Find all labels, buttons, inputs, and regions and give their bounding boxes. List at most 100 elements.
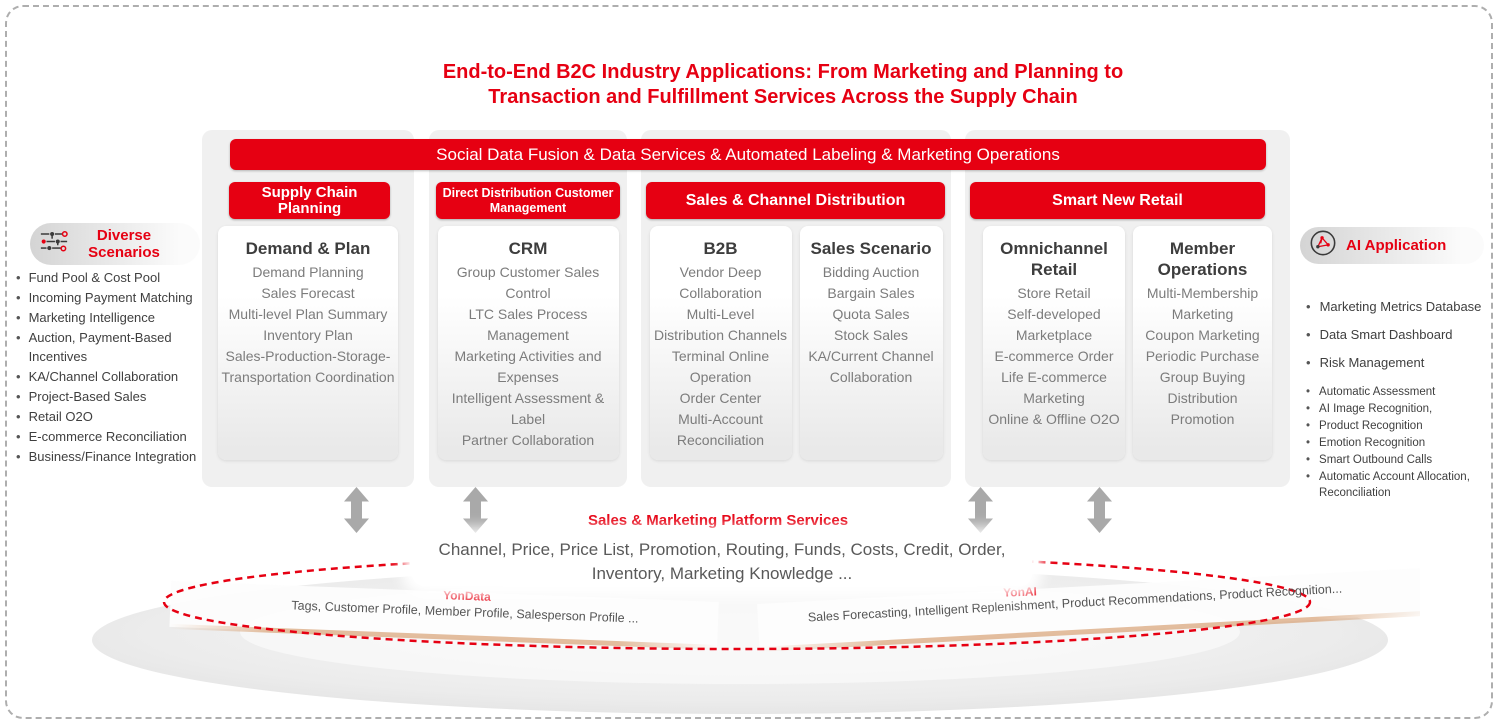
card-item: Coupon Marketing [1145,327,1260,343]
column-header-direct-distribution: Direct Distribution Customer Management [436,182,620,219]
scenario-item: • Fund Pool & Cost Pool [16,268,206,287]
double-vertical-arrow [1087,487,1112,533]
card-b2b: B2B Vendor Deep Collaboration Multi-Level… [649,226,792,460]
card-item-list: Multi-Membership Marketing Coupon Marketi… [1136,283,1269,430]
bullet-icon: • [1306,420,1311,432]
list-item-text: Smart Outbound Calls [1319,454,1433,466]
yondata-ribbon [169,580,719,650]
column-header-smart-new-retail: Smart New Retail [970,182,1265,219]
card-item: Vendor Deep Collaboration [679,264,762,301]
cards-row: B2B Vendor Deep Collaboration Multi-Level… [641,226,951,460]
cards-row: Demand & Plan Demand Planning Sales Forec… [202,226,414,460]
card-item: Bidding Auction [822,264,920,280]
circuit-network-icon [39,228,69,260]
ai-application-pill: AI Application [1300,227,1484,264]
platform-services-description: Channel, Price, Price List, Promotion, R… [412,538,1032,586]
ai-item: • Automatic Account Allocation, Reconcili… [1306,469,1492,501]
list-item-text: Incoming Payment Matching [28,290,193,305]
scenario-item: • Business/Finance Integration [16,447,206,466]
ai-item: • Risk Management [1306,353,1492,372]
bullet-icon: • [1306,327,1311,342]
card-item-list: Demand Planning Sales Forecast Multi-level… [221,262,395,388]
top-banner: Social Data Fusion & Data Services & Aut… [230,139,1266,170]
ai-item: • Emotion Recognition [1306,435,1492,451]
bullet-icon: • [16,290,21,305]
list-item-text: Automatic Account Allocation, Reconcilia… [1319,471,1470,499]
bullet-icon: • [16,310,21,325]
page-title: End-to-End B2C Industry Applications: Fr… [0,60,1498,110]
bullet-icon: • [1306,386,1311,398]
column-sales-and-channel-distribution: Sales & Channel Distribution B2B Vendor … [641,130,951,487]
card-item: Intelligent Assessment & Label [451,390,605,427]
ai-application-list-secondary: • Automatic Assessment • AI Image Recogniti… [1306,384,1492,502]
ai-network-icon [1309,229,1337,262]
card-crm: CRM Group Customer Sales Control LTC Sale… [437,226,619,460]
card-item: Order Center [679,390,762,406]
card-item: Life E-commerce Marketing [1001,369,1107,406]
list-item-text: Risk Management [1319,355,1425,370]
card-title: Omnichannel Retail [1000,239,1108,279]
card-item: Distribution Promotion [1167,390,1238,427]
diverse-scenarios-pill: Diverse Scenarios [30,223,200,265]
card-item-list: Store Retail Self-developed Marketplace E-… [986,283,1122,430]
list-item-text: Data Smart Dashboard [1319,327,1453,342]
bullet-icon: • [1306,355,1311,370]
column-smart-new-retail: Smart New Retail Omnichannel Retail Stor… [965,130,1290,487]
bullet-icon: • [16,369,21,384]
ai-item: • Data Smart Dashboard [1306,325,1492,344]
ai-application-title: AI Application [1346,237,1447,254]
scenario-item: • Project-Based Sales [16,387,206,406]
card-item: Multi-Membership Marketing [1146,285,1259,322]
list-item-text: Emotion Recognition [1319,437,1426,449]
card-item: Sales-Production-Storage-Transportation … [221,348,395,385]
list-item-text: Marketing Metrics Database [1319,299,1482,314]
platform-services-title: Sales & Marketing Platform Services [587,512,849,529]
card-title: Demand & Plan [245,239,371,258]
cards-row: CRM Group Customer Sales Control LTC Sale… [429,226,627,460]
column-header-supply-chain-planning: Supply Chain Planning [229,182,390,219]
page-title-line2: Transaction and Fulfillment Services Acr… [488,86,1078,108]
double-vertical-arrow [463,487,488,533]
card-demand-and-plan: Demand & Plan Demand Planning Sales Forec… [218,226,398,460]
column-header-sales-channel-distribution: Sales & Channel Distribution [646,182,945,219]
ai-application-list-primary: • Marketing Metrics Database • Data Smart D… [1306,297,1492,381]
ai-item: • Automatic Assessment [1306,384,1492,400]
ai-item: • Marketing Metrics Database [1306,297,1492,316]
card-item: LTC Sales Process Management [468,306,588,343]
bullet-icon: • [16,270,21,285]
cards-row: Omnichannel Retail Store Retail Self-deve… [965,226,1290,460]
ai-item: • AI Image Recognition, [1306,401,1492,417]
scenario-item: • Marketing Intelligence [16,308,206,327]
card-item: Multi-Account Reconciliation [676,411,765,448]
card-item: Marketing Activities and Expenses [454,348,602,385]
card-item: Multi-level Plan Summary [228,306,388,322]
card-item: Inventory Plan [263,327,353,343]
bullet-icon: • [16,429,21,444]
scenario-item: • Auction, Payment-Based Incentives [16,328,206,366]
list-item-text: Auction, Payment-Based Incentives [28,330,172,364]
diverse-scenarios-title: Diverse Scenarios [88,227,160,261]
card-item: Terminal Online Operation [671,348,770,385]
list-item-text: Retail O2O [28,409,93,424]
list-item-text: AI Image Recognition, [1319,403,1433,415]
list-item-text: Business/Finance Integration [28,449,197,464]
yonai-ribbon [757,567,1420,652]
column-supply-chain-planning: Supply Chain Planning Demand & Plan Dema… [202,130,414,487]
double-vertical-arrow [968,487,993,533]
diverse-scenarios-list: • Fund Pool & Cost Pool • Incoming Payment … [16,268,206,467]
scenario-item: • Retail O2O [16,407,206,426]
card-item: Sales Forecast [261,285,355,301]
double-vertical-arrow [344,487,369,533]
card-item: Quota Sales [832,306,910,322]
bullet-icon: • [1306,403,1311,415]
bullet-icon: • [1306,437,1311,449]
bullet-icon: • [16,409,21,424]
list-item-text: Fund Pool & Cost Pool [28,270,161,285]
card-item: Online & Offline O2O [988,411,1120,427]
card-item: Stock Sales [834,327,908,343]
foundation-ellipse [92,553,1420,714]
card-item: Periodic Purchase [1145,348,1260,364]
card-item-list: Vendor Deep Collaboration Multi-Level Dis… [653,262,789,451]
card-item-list: Bidding Auction Bargain Sales Quota Sales S… [803,262,940,388]
red-dashed-ellipse [162,553,1312,651]
